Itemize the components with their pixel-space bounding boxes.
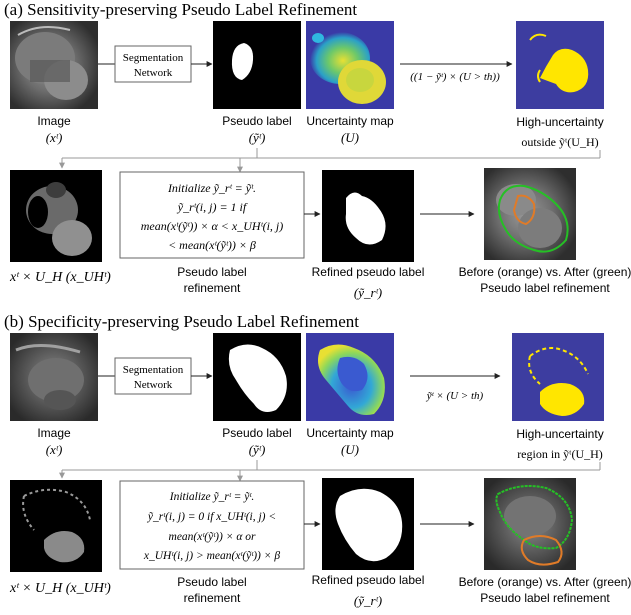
panel-a-refinement-line1: Pseudo label: [177, 265, 246, 279]
panel-a-uncertainty-sub: (U): [341, 130, 359, 145]
panel-a-refinement-line2: refinement: [184, 281, 241, 295]
panel-a-box-line-2: ỹ_rᵗ(i, j) = 1 if: [177, 200, 248, 214]
panel-a-box-line-3: mean(xᵗ(ỹᵗ)) × α < x_UHᵗ(i, j): [141, 219, 284, 233]
panel-a-overlay-image: [484, 168, 576, 260]
panel-b-pseudo-sub: (ỹᵗ): [249, 442, 266, 457]
panel-a-pseudo-label: Pseudo label: [222, 114, 291, 128]
panel-a-mri-image: [10, 21, 98, 109]
panel-a-refined-line1: Refined pseudo label: [312, 265, 425, 279]
panel-b-before-after-line2: Pseudo label refinement: [480, 591, 610, 605]
panel-b-refined-line1: Refined pseudo label: [312, 573, 425, 587]
panel-b-uncertainty-label: Uncertainty map: [306, 426, 394, 440]
panel-b-refined-sub: (ỹ_rᵗ): [354, 593, 382, 608]
panel-a-before-after-line1: Before (orange) vs. After (green): [459, 265, 631, 279]
panel-a-xuh-label: xᵗ × U_H (x_UHᵗ): [9, 270, 111, 285]
panel-a-uncertainty-map: [306, 21, 394, 109]
panel-a-arrow-formula: ((1 − ỹᵗ) × (U > th)): [410, 71, 500, 83]
panel-b-pseudo-label: Pseudo label: [222, 426, 291, 440]
panel-b-image-sub: (xᵗ): [46, 442, 63, 457]
panel-b-title: (b) Specificity-preserving Pseudo Label …: [4, 312, 359, 331]
panel-b-segmentation-line1: Segmentation: [123, 364, 184, 376]
panel-a-highunc-line2: outside ỹᵗ(U_H): [521, 135, 598, 149]
panel-b-xuh-image: [10, 480, 102, 572]
panel-a-box-line-4: < mean(xᵗ(ỹᵗ)) × β: [168, 238, 256, 252]
panel-b-arrow-formula: ỹᵗ × (U > th): [426, 390, 484, 402]
panel-b-xuh-label: xᵗ × U_H (x_UHᵗ): [9, 581, 111, 596]
panel-a-uncertainty-label: Uncertainty map: [306, 114, 394, 128]
panel-b-refinement-line2: refinement: [184, 591, 241, 605]
panel-a-highunc-line1: High-uncertainty: [516, 115, 603, 129]
panel-b-box-line-4: x_UHᵗ(i, j) > mean(xᵗ(ỹᵗ)) × β: [143, 550, 281, 562]
panel-b-before-after-line1: Before (orange) vs. After (green): [459, 575, 631, 589]
panel-a-refined-label-image: [322, 170, 414, 262]
panel-a-refined-sub: (ỹ_rᵗ): [354, 285, 382, 300]
panel-b-refined-label-image: [322, 478, 414, 570]
panel-b-image-label: Image: [37, 426, 71, 440]
panel-b-high-uncertainty-map: [512, 333, 604, 421]
panel-a-before-after-line2: Pseudo label refinement: [480, 281, 610, 295]
panel-b-uncertainty-sub: (U): [341, 442, 359, 457]
panel-b-box-line-3: mean(xᵗ(ỹᵗ)) × α or: [169, 531, 256, 543]
panel-a-title: (a) Sensitivity-preserving Pseudo Label …: [4, 0, 357, 19]
panel-a-high-uncertainty-map: [516, 21, 604, 109]
panel-a-box-line-1: Initialize ỹ_rᵗ = ỹᵗ.: [167, 181, 256, 195]
panel-a-refinement-box: [119, 171, 305, 259]
panel-b-refinement-box: [119, 480, 305, 570]
panel-b-segmentation-line2: Network: [134, 379, 173, 391]
panel-a-image-label: Image: [37, 114, 71, 128]
panel-a-pseudo-sub: (ỹᵗ): [249, 130, 266, 145]
panel-b-box-line-1: Initialize ỹ_rᵗ = ỹᵗ.: [169, 491, 254, 503]
panel-b-mri-image: [10, 333, 98, 421]
panel-b-overlay-image: [484, 478, 576, 570]
panel-a-xuh-image: [10, 170, 102, 262]
panel-a-segmentation-line2: Network: [134, 67, 173, 79]
panel-b-highunc-line1: High-uncertainty: [516, 427, 603, 441]
panel-b-segmentation-network-box: [114, 357, 192, 395]
panel-a-segmentation-line1: Segmentation: [123, 52, 184, 64]
panel-a-image-sub: (xᵗ): [46, 130, 63, 145]
panel-b-refinement-line1: Pseudo label: [177, 575, 246, 589]
panel-b-uncertainty-map: [306, 333, 394, 421]
panel-b-pseudo-label-image: [213, 333, 301, 421]
panel-b-highunc-line2: region in ỹᵗ(U_H): [517, 447, 603, 461]
panel-a-segmentation-network-box: [114, 45, 192, 83]
panel-a-pseudo-label-image: [213, 21, 301, 109]
panel-b-box-line-2: ỹ_rᵗ(i, j) = 0 if x_UHᵗ(i, j) <: [147, 511, 276, 523]
